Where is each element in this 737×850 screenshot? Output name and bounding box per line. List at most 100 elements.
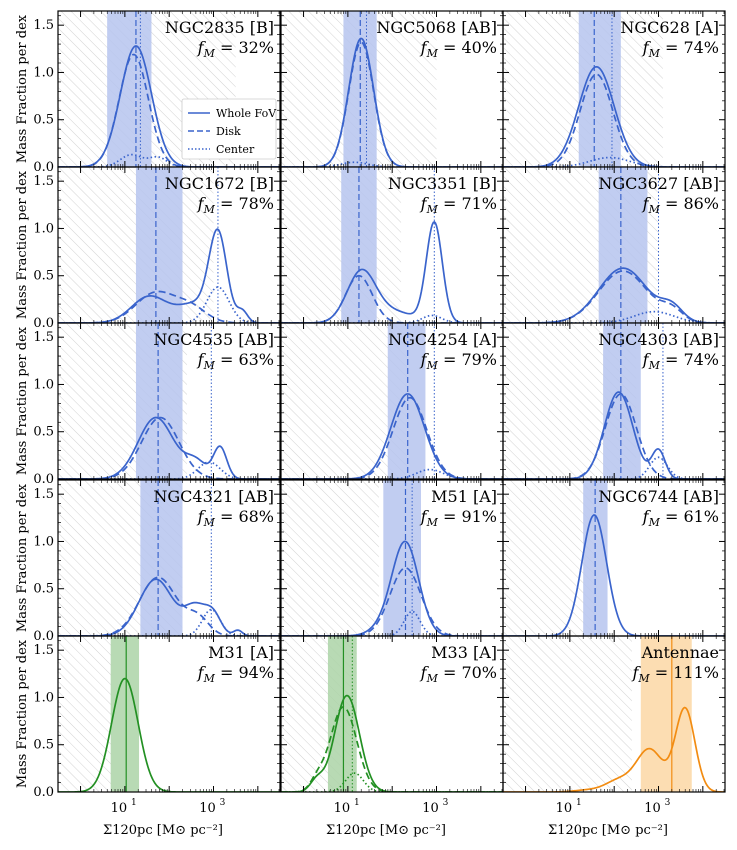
- percentile-band: [107, 11, 152, 167]
- x-tick-label: 10: [556, 801, 573, 816]
- fm-label: fM = 74%: [642, 38, 719, 60]
- fm-symbol: f: [197, 38, 207, 57]
- whole-fov-line: [503, 706, 725, 792]
- fm-label: fM = 74%: [642, 350, 719, 372]
- fm-label: fM = 40%: [420, 38, 497, 60]
- fm-value: = 70%: [438, 663, 497, 682]
- x-axis-label: Σ120pc [M⊙ pc⁻²]: [326, 823, 446, 838]
- legend-box: [181, 98, 277, 160]
- fm-value: = 32%: [215, 38, 274, 57]
- fm-subscript: M: [426, 672, 439, 685]
- fm-symbol: f: [420, 38, 430, 57]
- x-tick-exponent: 3: [443, 798, 449, 808]
- y-tick-label: 1.0: [33, 221, 54, 236]
- panel-title: NGC3627 [AB]: [598, 174, 719, 193]
- fm-symbol: f: [420, 663, 430, 682]
- fm-value: = 94%: [215, 663, 274, 682]
- fm-symbol: f: [420, 350, 430, 369]
- hatch-region: [281, 167, 402, 323]
- fm-label: fM = 86%: [642, 194, 719, 216]
- hatch-region: [503, 480, 597, 636]
- x-axis-label: Σ120pc [M⊙ pc⁻²]: [103, 823, 223, 838]
- y-tick-label: 0.0: [33, 629, 54, 644]
- panel-10: M51 [A]fM = 91%: [280, 479, 504, 637]
- fm-symbol: f: [642, 507, 652, 526]
- fm-subscript: M: [637, 672, 650, 685]
- percentile-band: [598, 167, 648, 323]
- hatch-region: [281, 480, 379, 636]
- panel-title: M51 [A]: [431, 487, 497, 506]
- fm-subscript: M: [426, 359, 439, 372]
- fm-subscript: M: [203, 359, 216, 372]
- fm-value: = 111%: [650, 663, 719, 682]
- disk-line: [58, 53, 280, 167]
- fm-subscript: M: [648, 359, 661, 372]
- y-tick-label: 1.0: [33, 377, 54, 392]
- hatch-region: [503, 636, 632, 792]
- hatch-region: [58, 636, 112, 792]
- fm-subscript: M: [426, 203, 439, 216]
- y-axis-label: Mass Fraction per dex: [15, 639, 30, 788]
- fm-value: = 79%: [438, 350, 497, 369]
- fm-value: = 91%: [438, 507, 497, 526]
- y-tick-label: 0.0: [33, 160, 54, 175]
- percentile-band: [110, 636, 140, 792]
- fm-value: = 74%: [660, 350, 719, 369]
- fm-label: fM = 78%: [197, 194, 274, 216]
- fm-symbol: f: [197, 663, 207, 682]
- fm-label: fM = 94%: [197, 663, 274, 685]
- fm-subscript: M: [203, 47, 216, 60]
- panel-1: NGC5068 [AB]fM = 40%: [280, 10, 504, 168]
- whole-fov-line: [503, 391, 725, 479]
- x-tick-label: 10: [199, 801, 216, 816]
- fm-label: fM = 111%: [631, 663, 719, 685]
- fm-value: = 68%: [215, 507, 274, 526]
- y-tick-label: 1.0: [33, 534, 54, 549]
- panel-11: NGC6744 [AB]fM = 61%: [502, 479, 726, 637]
- legend-label-disk: Disk: [216, 125, 241, 138]
- panel-2: NGC628 [A]fM = 74%: [502, 10, 726, 168]
- disk-line: [281, 396, 503, 479]
- y-tick-label: 0.5: [33, 425, 54, 440]
- y-tick-label: 0.5: [33, 582, 54, 597]
- axis-labels: Mass Fraction per dex Mass Fraction per d…: [15, 14, 668, 838]
- fm-value: = 40%: [438, 38, 497, 57]
- panel-title: NGC5068 [AB]: [376, 18, 497, 37]
- x-tick-exponent: 3: [665, 798, 671, 808]
- x-tick-exponent: 3: [220, 798, 226, 808]
- panel-title: NGC4254 [A]: [388, 330, 497, 349]
- x-tick-label: 10: [644, 801, 661, 816]
- y-axis-label: Mass Fraction per dex: [15, 326, 30, 475]
- panel-title: NGC2835 [B]: [165, 18, 274, 37]
- panel-title: NGC4303 [AB]: [598, 330, 719, 349]
- fm-label: fM = 79%: [420, 350, 497, 372]
- y-tick-label: 1.5: [33, 18, 54, 33]
- x-tick-exponent: 1: [131, 798, 137, 808]
- fm-label: fM = 70%: [420, 663, 497, 685]
- y-tick-label: 0.5: [33, 269, 54, 284]
- fm-value: = 61%: [660, 507, 719, 526]
- y-tick-label: 1.5: [33, 330, 54, 345]
- fm-symbol: f: [642, 350, 652, 369]
- fm-subscript: M: [203, 516, 216, 529]
- x-axis-label: Σ120pc [M⊙ pc⁻²]: [548, 823, 668, 838]
- fm-symbol: f: [420, 507, 430, 526]
- panel-4: NGC3351 [B]fM = 71%: [280, 166, 504, 324]
- legend-label-center: Center: [216, 143, 255, 156]
- hatch-region: [58, 167, 214, 323]
- panel-title: NGC4535 [AB]: [153, 330, 274, 349]
- fm-value: = 63%: [215, 350, 274, 369]
- fm-value: = 86%: [660, 194, 719, 213]
- y-tick-label: 1.5: [33, 174, 54, 189]
- legend-label-whole: Whole FoV: [216, 107, 277, 120]
- fm-label: fM = 91%: [420, 507, 497, 529]
- x-tick-label: 10: [422, 801, 439, 816]
- percentile-band: [140, 480, 183, 636]
- panel-title: Antennae: [641, 643, 719, 662]
- fm-symbol: f: [197, 350, 207, 369]
- fm-label: fM = 68%: [197, 507, 274, 529]
- y-tick-label: 1.0: [33, 690, 54, 705]
